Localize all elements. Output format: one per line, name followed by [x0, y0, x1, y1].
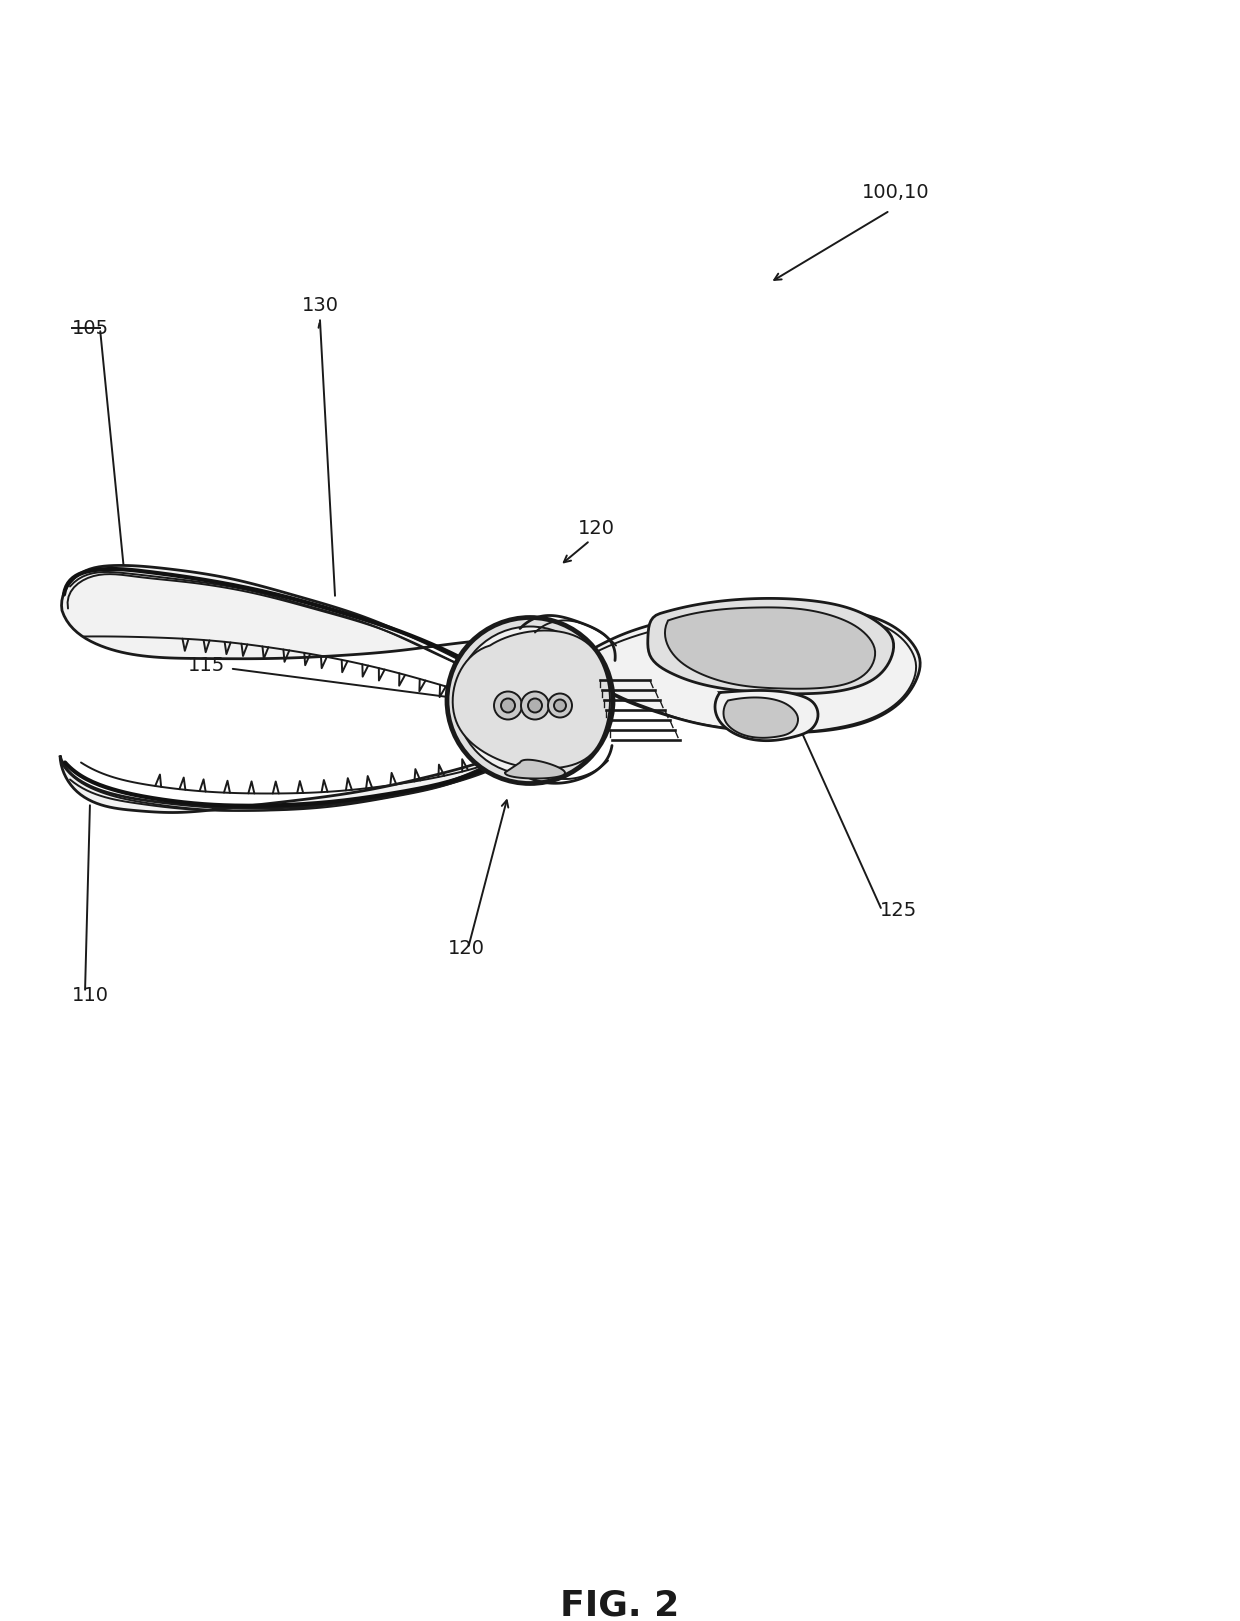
Polygon shape: [453, 631, 610, 768]
Text: 105: 105: [72, 319, 109, 339]
Circle shape: [548, 694, 572, 718]
Circle shape: [554, 700, 565, 712]
Circle shape: [456, 626, 604, 775]
Polygon shape: [455, 650, 544, 679]
Circle shape: [521, 692, 549, 720]
Polygon shape: [723, 697, 799, 738]
Text: 120: 120: [578, 519, 615, 538]
Text: 125: 125: [880, 901, 918, 921]
Text: 100,10: 100,10: [862, 183, 930, 203]
Text: 115: 115: [188, 657, 226, 674]
Text: FIG. 2: FIG. 2: [560, 1589, 680, 1621]
Polygon shape: [715, 691, 818, 741]
Polygon shape: [647, 598, 894, 694]
Polygon shape: [60, 731, 562, 812]
Polygon shape: [665, 608, 875, 689]
Polygon shape: [505, 760, 565, 778]
Text: 130: 130: [303, 297, 339, 314]
Circle shape: [528, 699, 542, 713]
Circle shape: [448, 619, 613, 783]
Polygon shape: [565, 606, 920, 733]
Polygon shape: [62, 566, 593, 736]
Circle shape: [501, 699, 515, 713]
Text: 120: 120: [448, 939, 485, 958]
Text: 110: 110: [72, 986, 109, 1005]
Circle shape: [494, 692, 522, 720]
